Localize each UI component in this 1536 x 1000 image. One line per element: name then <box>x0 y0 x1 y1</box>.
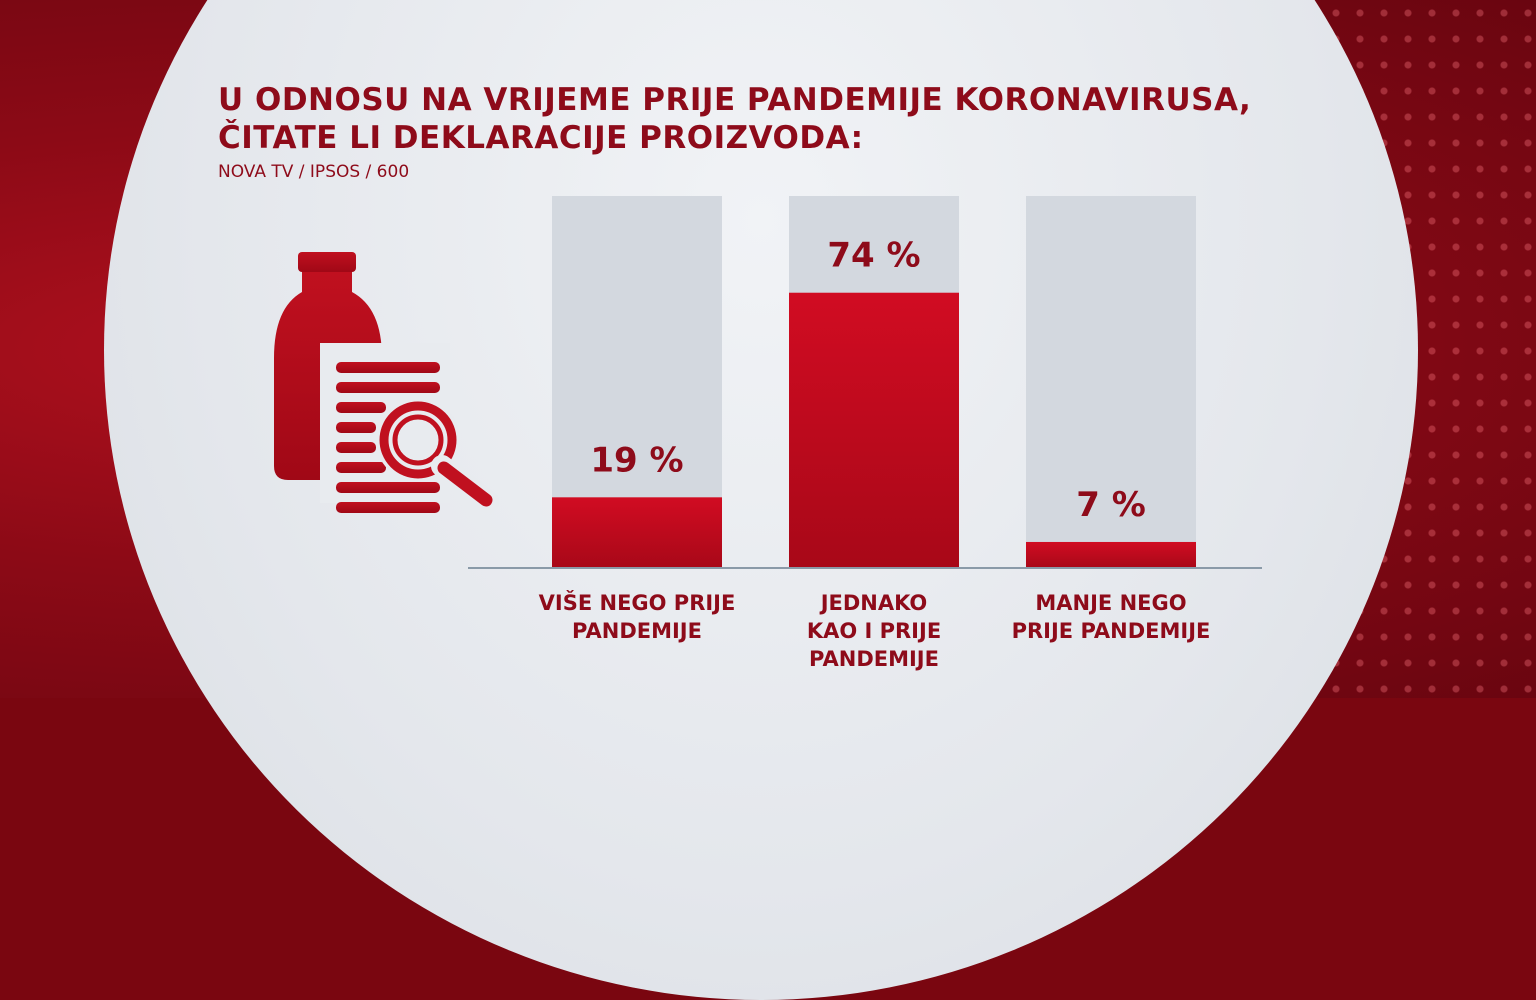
value-label-2: 74 % <box>827 236 920 276</box>
category-label-3-line-2: PRIJE PANDEMIJE <box>1011 619 1211 643</box>
category-label-3: MANJE NEGO PRIJE PANDEMIJE <box>1001 589 1221 645</box>
category-label-1-line-1: VIŠE NEGO PRIJE <box>538 591 736 615</box>
category-label-1: VIŠE NEGO PRIJE PANDEMIJE <box>527 589 747 645</box>
category-label-2: JEDNAKO KAO I PRIJE PANDEMIJE <box>764 589 984 673</box>
category-label-1-line-2: PANDEMIJE <box>572 619 702 643</box>
bar-chart: 19 % 74 % 7 % <box>468 196 1262 569</box>
chart-source: NOVA TV / IPSOS / 600 <box>218 162 410 182</box>
bar-2 <box>789 292 959 568</box>
bar-1 <box>552 497 722 568</box>
category-label-2-line-1: JEDNAKO <box>820 591 928 615</box>
milk-bottle-with-magnifier-icon <box>274 252 499 513</box>
value-label-3: 7 % <box>1076 485 1146 525</box>
chart-title-line-1: U ODNOSU NA VRIJEME PRIJE PANDEMIJE KORO… <box>218 82 1252 118</box>
value-label-1: 19 % <box>590 440 683 480</box>
category-label-3-line-1: MANJE NEGO <box>1035 591 1187 615</box>
bar-track-3 <box>1026 196 1196 568</box>
category-label-2-line-3: PANDEMIJE <box>809 647 939 671</box>
bar-3 <box>1026 541 1196 568</box>
category-label-2-line-2: KAO I PRIJE <box>806 619 942 643</box>
chart-title-line-2: ČITATE LI DEKLARACIJE PROIZVODA: <box>218 120 864 156</box>
